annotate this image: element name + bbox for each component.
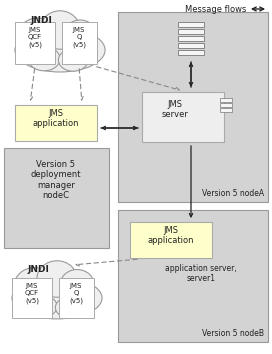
- Ellipse shape: [40, 11, 80, 49]
- FancyBboxPatch shape: [178, 50, 204, 55]
- Ellipse shape: [18, 18, 58, 54]
- FancyBboxPatch shape: [178, 29, 204, 34]
- Ellipse shape: [60, 269, 94, 300]
- Ellipse shape: [15, 28, 105, 72]
- FancyBboxPatch shape: [178, 22, 204, 27]
- FancyBboxPatch shape: [59, 278, 94, 318]
- FancyBboxPatch shape: [178, 43, 204, 48]
- Ellipse shape: [25, 295, 57, 318]
- Text: JMS
Q
(v5): JMS Q (v5): [72, 27, 86, 47]
- FancyBboxPatch shape: [130, 222, 212, 258]
- FancyBboxPatch shape: [62, 22, 97, 64]
- Text: Version 5 nodeA: Version 5 nodeA: [202, 189, 264, 198]
- Text: JMS
application: JMS application: [148, 226, 194, 245]
- FancyBboxPatch shape: [12, 278, 52, 318]
- FancyBboxPatch shape: [220, 103, 232, 107]
- Text: application server,
server1: application server, server1: [165, 264, 237, 284]
- Text: Message flows: Message flows: [185, 5, 246, 13]
- Text: JNDI: JNDI: [30, 16, 52, 25]
- Ellipse shape: [28, 47, 60, 71]
- Ellipse shape: [12, 277, 102, 319]
- Ellipse shape: [63, 20, 97, 52]
- FancyBboxPatch shape: [178, 36, 204, 41]
- Ellipse shape: [15, 268, 55, 302]
- Text: JMS
server: JMS server: [162, 100, 188, 119]
- Text: JMS
Q
(v5): JMS Q (v5): [69, 283, 83, 303]
- Text: JMS
application: JMS application: [33, 109, 79, 129]
- Text: Version 5 nodeB: Version 5 nodeB: [202, 329, 264, 338]
- Ellipse shape: [58, 49, 88, 71]
- Text: Version 5
deployment
manager
nodeC: Version 5 deployment manager nodeC: [31, 160, 81, 200]
- Text: JMS
QCF
(v5): JMS QCF (v5): [25, 283, 39, 303]
- FancyBboxPatch shape: [118, 12, 268, 202]
- Ellipse shape: [37, 261, 77, 297]
- FancyBboxPatch shape: [15, 22, 55, 64]
- FancyBboxPatch shape: [220, 108, 232, 112]
- FancyBboxPatch shape: [118, 210, 268, 342]
- FancyBboxPatch shape: [15, 105, 97, 141]
- FancyBboxPatch shape: [220, 98, 232, 102]
- Text: JNDI: JNDI: [27, 265, 50, 274]
- Ellipse shape: [55, 297, 85, 318]
- FancyBboxPatch shape: [142, 92, 224, 142]
- Text: JMS
QCF
(v5): JMS QCF (v5): [28, 27, 42, 47]
- FancyBboxPatch shape: [4, 148, 109, 248]
